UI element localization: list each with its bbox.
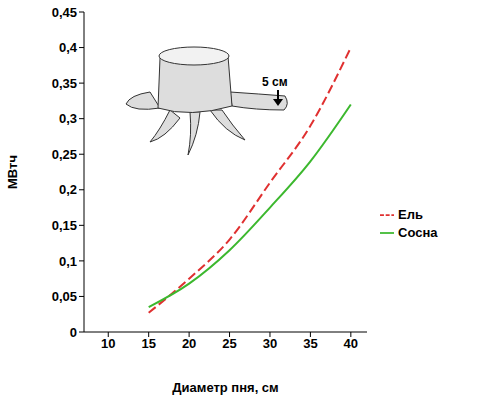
svg-text:30: 30 (263, 336, 277, 351)
svg-text:0,3: 0,3 (59, 111, 77, 126)
svg-text:0,4: 0,4 (59, 40, 78, 55)
svg-text:0,1: 0,1 (59, 254, 77, 269)
html-text:Ель: Ель (398, 207, 423, 222)
svg-text:10: 10 (101, 336, 115, 351)
svg-text:0,35: 0,35 (52, 76, 77, 91)
svg-text:0,2: 0,2 (59, 182, 77, 197)
svg-text:25: 25 (222, 336, 236, 351)
svg-text:Диаметр пня, см: Диаметр пня, см (172, 380, 278, 395)
svg-text:5 см: 5 см (262, 75, 288, 89)
svg-text:40: 40 (344, 336, 358, 351)
svg-text:0,25: 0,25 (52, 147, 77, 162)
svg-text:15: 15 (141, 336, 155, 351)
svg-text:0: 0 (70, 325, 77, 340)
svg-text:0,05: 0,05 (52, 289, 77, 304)
svg-text:35: 35 (303, 336, 317, 351)
html-text:Сосна: Сосна (398, 225, 438, 240)
svg-text:0,15: 0,15 (52, 218, 77, 233)
svg-text:МВтч: МВтч (5, 155, 20, 189)
svg-text:0,45: 0,45 (52, 5, 77, 20)
svg-text:20: 20 (182, 336, 196, 351)
